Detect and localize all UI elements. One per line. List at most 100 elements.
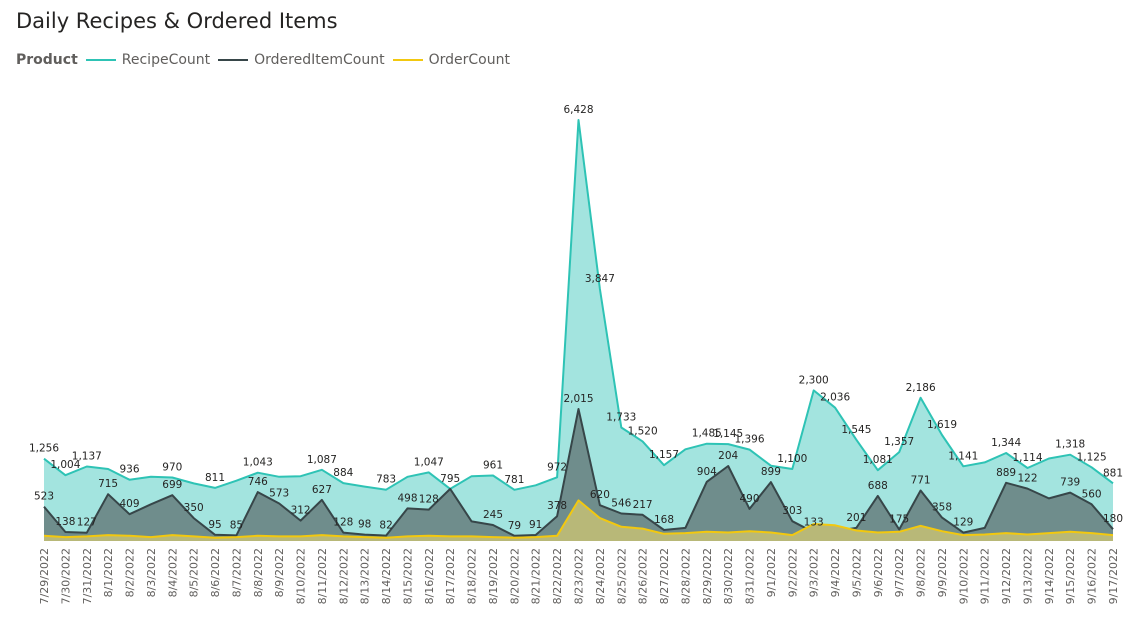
data-label-ordereditemcount: 409 — [119, 498, 139, 510]
legend-item-recipecount[interactable]: RecipeCount — [85, 52, 211, 68]
x-tick-label: 8/24/2022 — [594, 548, 607, 604]
data-label-recipecount: 1,141 — [948, 450, 978, 462]
x-tick-label: 7/31/2022 — [81, 548, 94, 604]
data-label-ordereditemcount: 245 — [483, 509, 503, 521]
data-label-ordereditemcount: 175 — [889, 514, 909, 526]
legend-swatch-recipecount — [85, 59, 116, 61]
x-tick-label: 8/18/2022 — [466, 548, 479, 604]
data-label-ordereditemcount: 771 — [911, 475, 931, 487]
data-label-recipecount: 1,545 — [841, 424, 871, 436]
legend: Product RecipeCount OrderedItemCount Ord… — [16, 50, 518, 70]
x-tick-label: 8/7/2022 — [230, 548, 243, 597]
legend-title: Product — [16, 52, 78, 68]
x-tick-label: 8/29/2022 — [701, 548, 714, 604]
x-tick-label: 9/11/2022 — [979, 548, 992, 604]
x-tick-label: 8/10/2022 — [295, 548, 308, 604]
data-label-ordereditemcount: 627 — [312, 484, 332, 496]
data-label-ordereditemcount: 303 — [782, 505, 802, 517]
x-tick-label: 9/5/2022 — [850, 548, 863, 597]
x-tick-label: 9/17/2022 — [1107, 548, 1120, 604]
x-tick-label: 8/14/2022 — [380, 548, 393, 604]
data-label-ordereditemcount: 620 — [590, 489, 610, 501]
x-tick-label: 8/31/2022 — [744, 548, 757, 604]
data-label-recipecount: 783 — [376, 474, 396, 486]
data-label-ordereditemcount: 204 — [718, 450, 738, 462]
data-label-recipecount: 1,100 — [777, 453, 807, 465]
data-label-ordereditemcount: 180 — [1103, 513, 1123, 525]
x-tick-label: 8/5/2022 — [188, 548, 201, 597]
line-recipecount — [43, 119, 1114, 491]
data-label-recipecount: 1,256 — [29, 443, 59, 455]
data-label-ordereditemcount: 168 — [654, 514, 674, 526]
legend-item-ordereditemcount[interactable]: OrderedItemCount — [218, 52, 385, 68]
data-label-recipecount: 6,428 — [563, 104, 593, 116]
data-label-recipecount: 881 — [1103, 467, 1123, 479]
data-label-ordereditemcount: 129 — [953, 517, 973, 529]
data-label-recipecount: 811 — [205, 472, 225, 484]
x-tick-label: 8/12/2022 — [337, 548, 350, 604]
x-tick-label: 8/25/2022 — [615, 548, 628, 604]
data-label-ordereditemcount: 128 — [333, 517, 353, 529]
data-label-recipecount: 2,186 — [906, 382, 936, 394]
data-label-ordereditemcount: 85 — [230, 519, 243, 531]
area-recipecount — [44, 120, 1113, 541]
data-label-recipecount: 1,485 — [692, 428, 722, 440]
data-label-ordereditemcount: 899 — [761, 466, 781, 478]
legend-swatch-ordercount — [392, 59, 423, 61]
x-tick-label: 8/30/2022 — [722, 548, 735, 604]
data-label-ordereditemcount: 889 — [996, 467, 1016, 479]
data-label-recipecount: 2,300 — [799, 374, 829, 386]
data-label-recipecount: 1,043 — [243, 457, 273, 469]
x-tick-label: 9/9/2022 — [936, 548, 949, 597]
data-label-recipecount: 781 — [504, 474, 524, 486]
x-tick-label: 8/1/2022 — [102, 548, 115, 597]
x-tick-label: 7/29/2022 — [38, 548, 51, 604]
data-label-ordereditemcount: 133 — [804, 516, 824, 528]
data-label-ordereditemcount: 904 — [697, 466, 717, 478]
legend-swatch-ordereditemcount — [218, 59, 249, 61]
data-label-recipecount: 936 — [119, 464, 139, 476]
x-tick-label: 8/13/2022 — [359, 548, 372, 604]
x-tick-label: 9/10/2022 — [957, 548, 970, 604]
data-label-ordereditemcount: 98 — [358, 519, 371, 531]
x-tick-label: 8/2/2022 — [124, 548, 137, 597]
legend-label-ordercount: OrderCount — [428, 52, 510, 68]
x-tick-label: 8/4/2022 — [166, 548, 179, 597]
legend-label-recipecount: RecipeCount — [121, 52, 211, 68]
data-label-ordereditemcount: 350 — [184, 502, 204, 514]
x-tick-label: 9/4/2022 — [829, 548, 842, 597]
data-label-ordereditemcount: 122 — [1017, 473, 1037, 485]
legend-item-ordercount[interactable]: OrderCount — [392, 52, 510, 68]
data-label-recipecount: 1,137 — [72, 451, 102, 463]
data-label-recipecount: 1,357 — [884, 436, 914, 448]
data-label-recipecount: 795 — [440, 473, 460, 485]
data-label-recipecount: 1,145 — [713, 428, 743, 440]
line-ordercount — [43, 499, 1114, 539]
x-tick-label: 8/20/2022 — [508, 548, 521, 604]
data-label-recipecount: 961 — [483, 460, 503, 472]
data-label-ordereditemcount: 138 — [55, 516, 75, 528]
x-tick-label: 9/7/2022 — [893, 548, 906, 597]
data-label-ordereditemcount: 82 — [379, 520, 392, 532]
x-tick-label: 8/11/2022 — [316, 548, 329, 604]
data-label-ordereditemcount: 217 — [633, 499, 653, 511]
x-tick-label: 9/12/2022 — [1000, 548, 1013, 604]
line-ordereditemcount — [43, 408, 1114, 537]
data-label-recipecount: 970 — [162, 462, 182, 474]
x-tick-label: 8/6/2022 — [209, 548, 222, 597]
x-tick-label: 9/6/2022 — [872, 548, 885, 597]
data-label-recipecount: 1,396 — [734, 434, 764, 446]
data-label-recipecount: 1,004 — [50, 459, 80, 471]
x-tick-label: 9/2/2022 — [786, 548, 799, 597]
data-label-ordereditemcount: 201 — [846, 512, 866, 524]
x-tick-label: 8/19/2022 — [487, 548, 500, 604]
data-label-recipecount: 972 — [547, 461, 567, 473]
data-label-ordereditemcount: 715 — [98, 478, 118, 490]
data-label-ordereditemcount: 688 — [868, 480, 888, 492]
x-tick-label: 8/27/2022 — [658, 548, 671, 604]
data-label-ordereditemcount: 358 — [932, 502, 952, 514]
x-tick-label: 8/16/2022 — [423, 548, 436, 604]
data-label-ordereditemcount: 2,015 — [563, 393, 593, 405]
data-label-ordereditemcount: 498 — [397, 492, 417, 504]
